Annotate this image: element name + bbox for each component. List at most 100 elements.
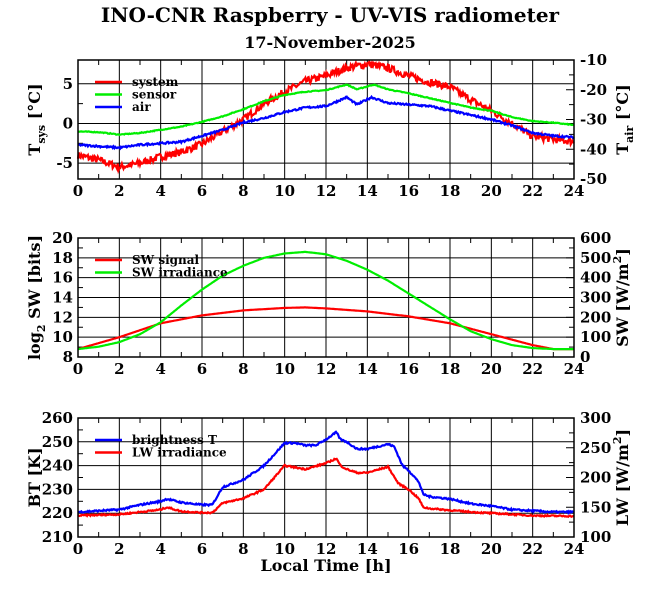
y2-tick-label: -50 [580,170,607,188]
y-tick-label: 10 [52,328,73,346]
x-tick-label: 24 [564,540,585,558]
y-tick-label: 16 [52,269,73,287]
x-tick-label: 10 [274,540,295,558]
x-tick-label: 4 [155,182,165,200]
y-tick-label: 220 [42,504,73,522]
y-tick-label: 250 [42,433,73,451]
y2-tick-label: 200 [580,469,611,487]
y2-tick-label: 0 [580,348,590,366]
chart-title: INO-CNR Raspberry - UV-VIS radiometer [101,3,560,27]
x-tick-label: 10 [274,360,295,378]
x-tick-label: 2 [114,360,124,378]
plot-frame [77,417,575,538]
series-line-lw-irradiance [77,457,575,519]
x-tick-label: 14 [357,182,378,200]
x-tick-label: 6 [197,540,207,558]
y-tick-label: 12 [52,308,73,326]
plot-frame [77,237,575,358]
series-line-system [76,59,575,175]
y2-tick-label: -30 [580,111,607,129]
y-tick-label: 18 [52,249,73,267]
x-tick-label: 16 [398,540,419,558]
y2-tick-label: 100 [580,328,611,346]
x-tick-label: 24 [564,360,585,378]
y-axis-label: Tsys [°C] [25,83,48,155]
y2-tick-label: -20 [580,81,607,99]
legend-label: LW irradiance [132,446,227,460]
x-tick-label: 16 [398,360,419,378]
x-tick-label: 0 [73,360,83,378]
legend-label: SW irradiance [132,266,228,280]
series-line-brightness-t [77,430,575,516]
x-tick-label: 8 [238,360,248,378]
y2-tick-label: 150 [580,498,611,516]
y-tick-label: 230 [42,480,73,498]
x-tick-label: 4 [155,360,165,378]
y2-tick-label: 600 [580,229,611,247]
legend-label: sensor [132,88,177,102]
x-tick-label: 22 [522,360,543,378]
x-tick-label: 22 [522,182,543,200]
x-tick-label: 22 [522,540,543,558]
x-tick-label: 12 [316,540,337,558]
x-axis-label: Local Time [h] [260,556,391,575]
y2-tick-label: 100 [580,528,611,546]
x-tick-label: 24 [564,182,585,200]
x-tick-label: 10 [274,182,295,200]
x-tick-label: 6 [197,360,207,378]
legend-label: SW signal [132,253,200,267]
y2-tick-label: -10 [580,51,607,69]
x-tick-label: 14 [357,360,378,378]
x-tick-label: 20 [481,540,502,558]
legend-label: system [132,75,179,89]
series-line-sw-irradiance [77,250,574,351]
x-tick-label: 12 [316,182,337,200]
plot-frame [77,59,575,180]
x-tick-label: 2 [114,540,124,558]
x-tick-label: 20 [481,360,502,378]
x-tick-label: 8 [238,540,248,558]
x-tick-label: 2 [114,182,124,200]
x-tick-label: 16 [398,182,419,200]
x-tick-label: 20 [481,182,502,200]
x-tick-label: 4 [155,540,165,558]
y2-axis-label: SW [W/m2] [611,248,632,347]
y-tick-label: -5 [56,154,73,172]
series-line-air [77,94,575,151]
y2-tick-label: 400 [580,269,611,287]
x-tick-label: 8 [238,182,248,200]
x-tick-label: 18 [440,360,461,378]
y2-tick-label: 500 [580,249,611,267]
y2-tick-label: 300 [580,409,611,427]
x-tick-label: 18 [440,182,461,200]
x-tick-label: 0 [73,540,83,558]
y-tick-label: 240 [42,457,73,475]
y-tick-label: 5 [63,75,73,93]
y2-axis-label: Tair [°C] [613,84,636,154]
y-tick-label: 210 [42,528,73,546]
series-line-sensor [77,83,574,137]
y2-tick-label: 250 [580,439,611,457]
x-tick-label: 0 [73,182,83,200]
y-tick-label: 8 [63,348,73,366]
x-tick-label: 12 [316,360,337,378]
y-axis-label: log2 SW [bits] [25,235,48,360]
x-tick-label: 18 [440,540,461,558]
chart-date: 17-November-2025 [244,33,416,52]
x-tick-label: 6 [197,182,207,200]
y-tick-label: 14 [52,289,73,307]
y-axis-label: BT [K] [25,447,44,507]
legend-label: brightness T [132,433,217,447]
y-tick-label: 20 [52,229,73,247]
y2-tick-label: 300 [580,289,611,307]
y-tick-label: 0 [63,114,73,132]
legend-label: air [132,100,151,114]
y2-axis-label: LW [W/m2] [611,429,632,526]
y-tick-label: 260 [42,409,73,427]
y2-tick-label: -40 [580,140,607,158]
y2-tick-label: 200 [580,308,611,326]
